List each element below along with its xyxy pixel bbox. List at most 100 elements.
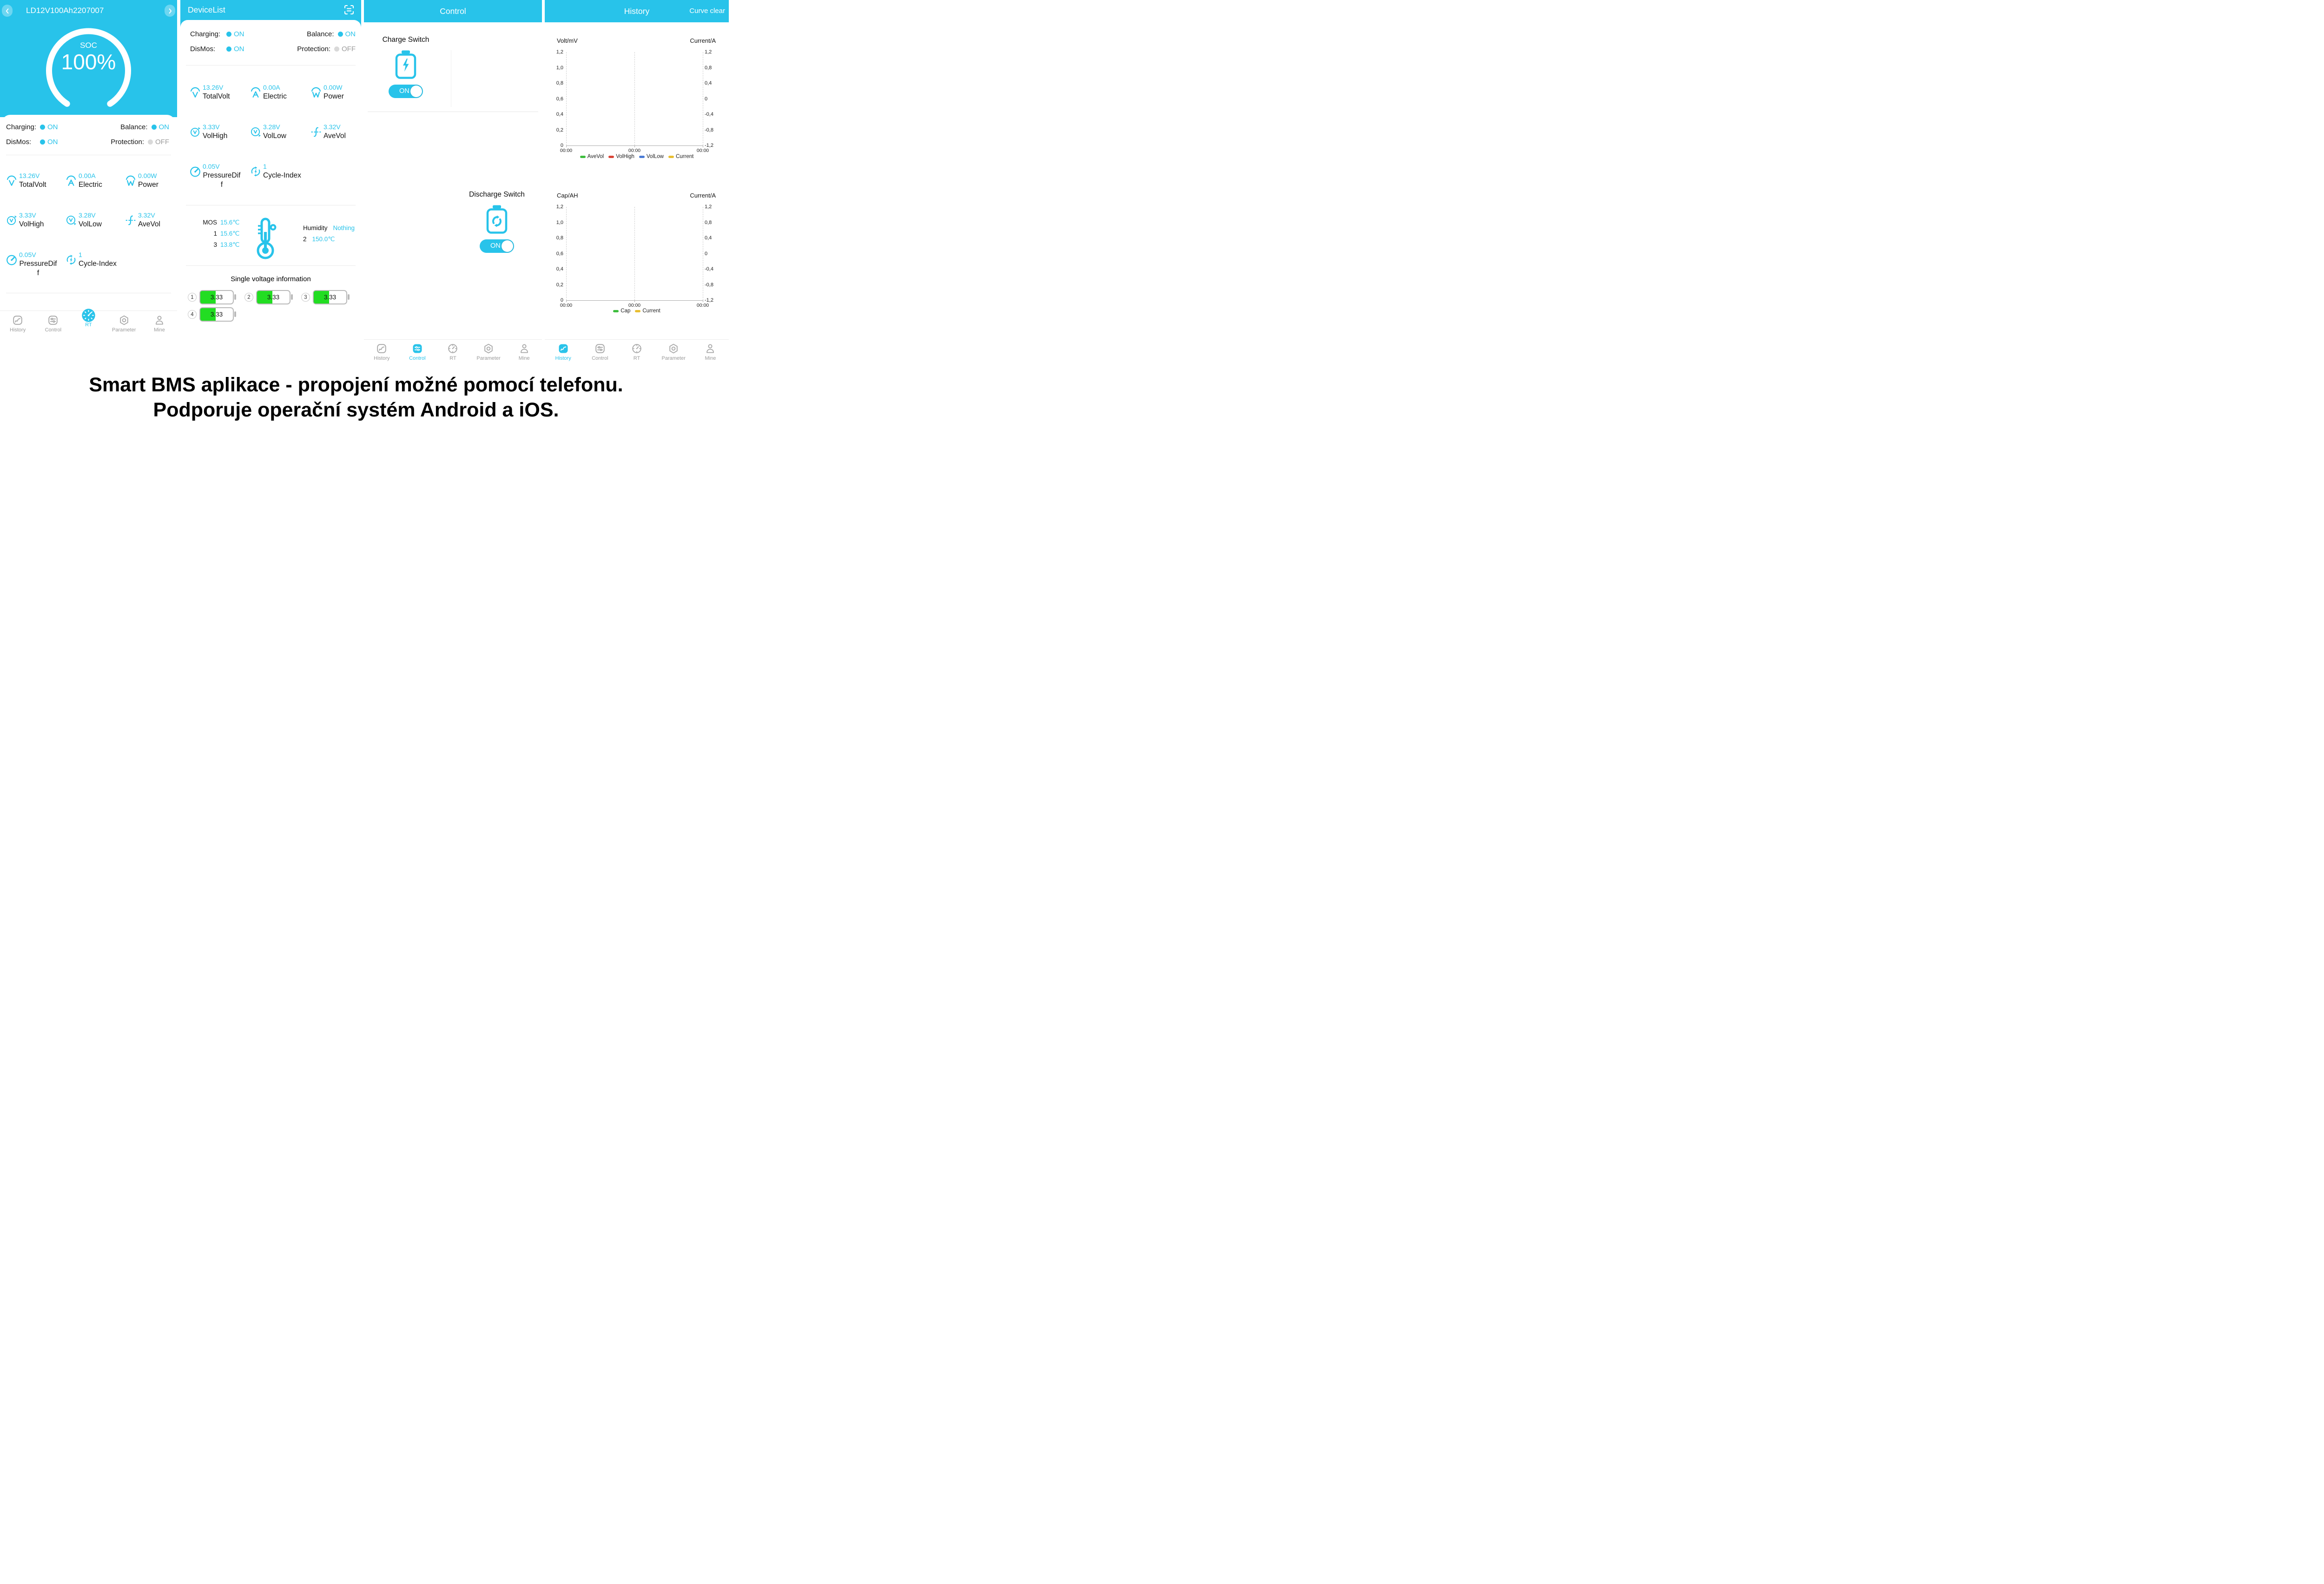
chart-legend: AveVol VolHigh VolLow Current [545,154,729,159]
tab-rt[interactable]: RT [435,340,471,363]
tab-rt[interactable]: RT [71,311,106,337]
metric-label: Electric [263,92,287,100]
balance-label: Balance: [120,123,148,131]
tab-history[interactable]: History [545,340,581,363]
prev-device-button[interactable] [2,5,13,17]
metric-power: 0.00W Power [125,171,176,211]
protection-label: Protection: [297,45,330,53]
next-device-button[interactable] [165,5,175,17]
vol-high-icon [190,126,201,138]
legend-swatch [668,155,674,158]
charging-on-dot [40,124,45,130]
y-tick-label: -1,2 [705,143,713,148]
tab-rt[interactable]: RT [618,340,655,363]
y-tick-label: 0,4 [705,80,712,86]
tab-mine[interactable]: Mine [692,340,729,363]
y-tick-label: 1,0 [556,219,563,225]
parameter-icon [668,343,679,354]
metric-value: 0.05V [19,251,36,258]
legend-cap: Cap [613,308,630,314]
x-tick-label: 00:00 [560,148,573,153]
tab-control[interactable]: Control [35,311,71,337]
tab-parameter[interactable]: Parameter [106,311,142,337]
balance-on-dot [337,31,343,37]
humidity-label: Humidity [303,224,328,231]
x-tick-label: 00:00 [560,303,573,308]
charge-toggle[interactable]: ON [389,85,423,98]
left-axis-title: Volt/mV [557,37,578,44]
cell-battery: 3.33 [199,290,236,304]
cell-number: 1 [188,293,197,302]
status-grid: Charging: ON Balance: ON DisMos: ON [180,26,361,56]
charging-value: ON [47,123,58,131]
control-icon [594,343,606,354]
tab-mine[interactable]: Mine [142,311,177,337]
caption: Smart BMS aplikace - propojení možné pom… [0,372,712,422]
tab-control[interactable]: Control [581,340,618,363]
curve-clear-button[interactable]: Curve clear [689,7,725,15]
metric-pressurediff: 0.05V PressureDiff [190,162,250,201]
metric-label: PressureDiff [19,260,57,277]
legend-label: VolLow [646,154,664,159]
legend-swatch [639,155,645,158]
sensor3-temp: 13.8℃ [220,241,240,248]
tab-mine[interactable]: Mine [506,340,542,363]
tab-label: RT [85,322,92,328]
tab-parameter[interactable]: Parameter [655,340,692,363]
tab-control[interactable]: Control [400,340,436,363]
status-charging: Charging: ON [190,30,273,38]
metric-value: 0.00A [79,172,96,179]
metric-vollow: 3.28V VolLow [66,211,125,250]
y-tick-label: -0,8 [705,282,713,288]
metric-label: Power [138,181,158,189]
cell-battery: 3.33 [199,307,236,322]
protection-value: OFF [155,138,169,146]
caption-line-2: Podporuje operační systém Android a iOS. [153,399,559,421]
battery-terminal [234,311,236,317]
tab-history[interactable]: History [364,340,400,363]
y-tick-label: -1,2 [705,297,713,303]
rt-gauge-icon [81,308,96,323]
vol-high-icon [6,215,17,226]
battery-discharge-icon [486,205,508,234]
y-tick-label: 0,8 [705,65,712,71]
battery-terminal [348,294,350,300]
y-tick-label: 0,4 [705,235,712,241]
scan-icon[interactable] [343,4,355,15]
tab-history[interactable]: History [0,311,35,337]
metric-value: 0.00A [263,84,280,91]
discharge-toggle[interactable]: ON [480,239,514,253]
legend-label: AveVol [587,154,604,159]
metrics-grid: 13.26V TotalVolt 0.00A Electric 0.00W Power… [6,171,176,290]
legend-vollow: VolLow [639,154,664,159]
legend-label: Current [675,154,694,159]
cell-voltage: 3.33 [210,311,223,318]
x-tick-label: 00:00 [628,303,641,308]
right-axis-title: Current/A [690,37,716,44]
control-icon [412,343,423,354]
y-tick-label: -0,4 [705,112,713,117]
tab-parameter[interactable]: Parameter [471,340,507,363]
discharge-switch-label: Discharge Switch [469,191,525,198]
protection-off-dot [148,139,153,145]
x-tick-label: 00:00 [696,303,709,308]
toggle-knob [502,240,513,252]
tab-label: Parameter [661,356,686,361]
soc-value: 100% [61,50,116,74]
metric-cycleindex: 1 Cycle-Index [250,162,310,201]
tab-label: History [374,356,390,361]
y-tick-label: -0,8 [705,127,713,133]
y-tick-label: 0 [560,143,563,148]
sensor2-label: 2 [303,236,307,243]
status-balance: Balance: ON [273,30,356,38]
mos-temp: 15.6℃ [220,219,240,226]
legend-label: Current [642,308,660,314]
sensor2-temp: 150.0℃ [312,236,335,243]
caption-line-1: Smart BMS aplikace - propojení možné pom… [89,374,623,396]
pressure-diff-icon [6,254,17,265]
cell-voltage: 3.33 [267,294,280,301]
tab-label: Mine [153,327,165,333]
metrics-grid: 13.26V TotalVolt 0.00A Electric 0.00W Power… [190,83,359,201]
y-tick-label: 0,4 [556,266,563,272]
dismos-label: DisMos: [6,138,32,146]
